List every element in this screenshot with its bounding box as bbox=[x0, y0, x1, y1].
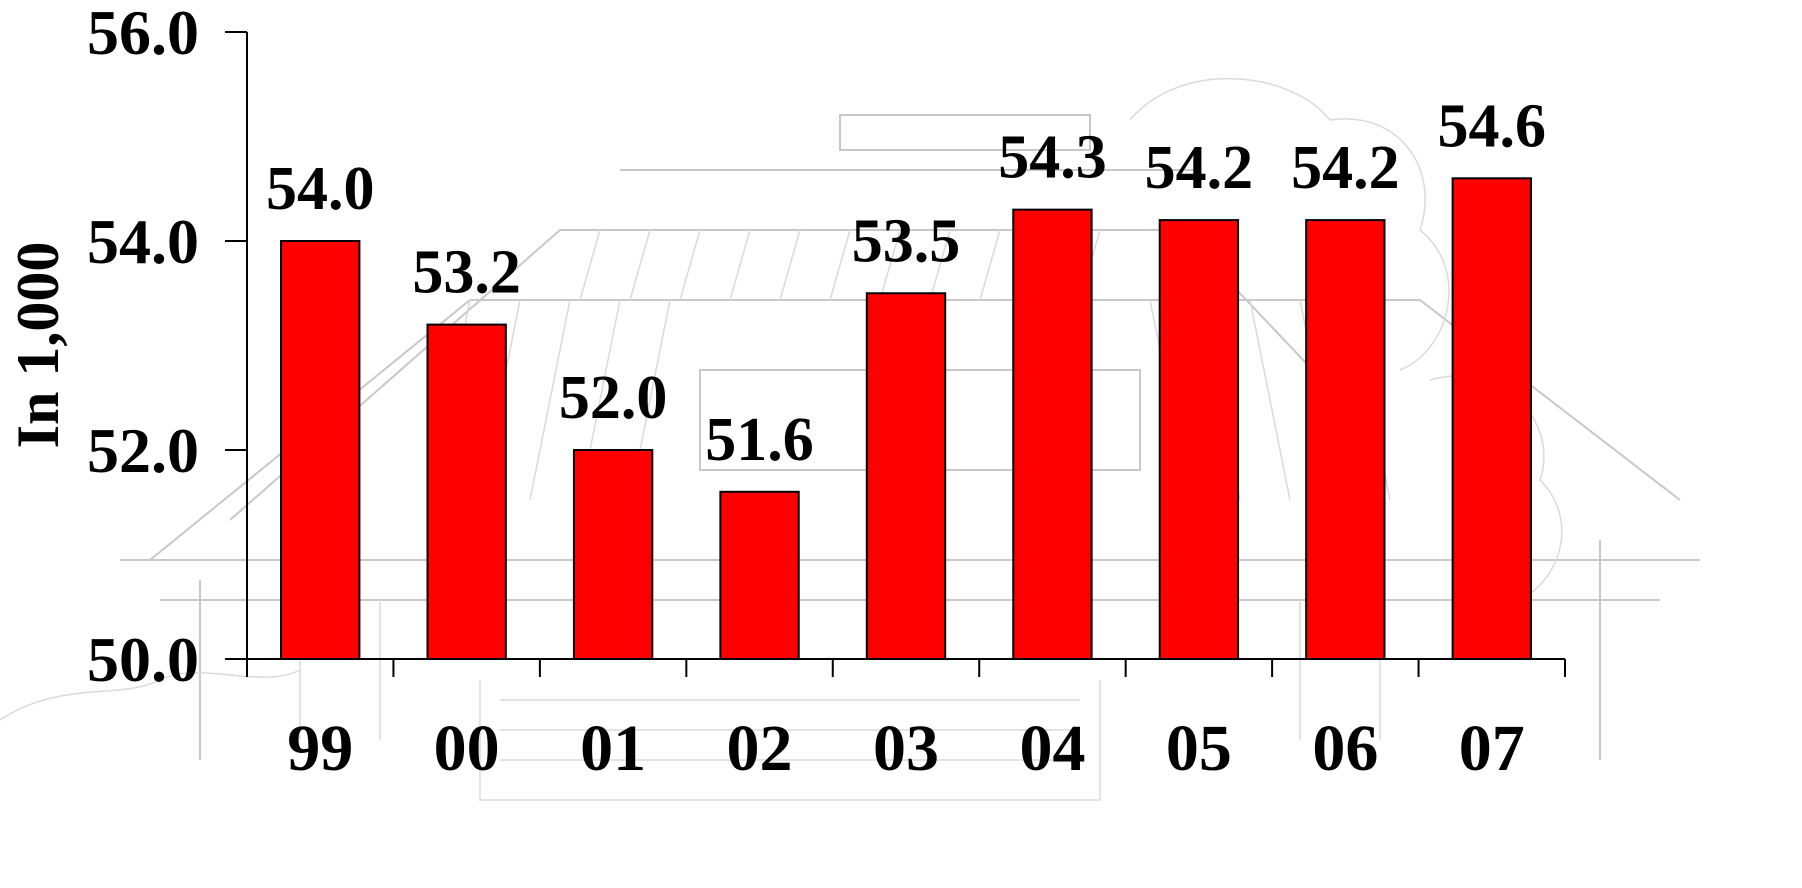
y-tick-label: 52.0 bbox=[87, 415, 199, 486]
data-labels: 54.0 53.2 52.0 51.6 53.5 54.3 54.2 54.2 54.6 bbox=[266, 92, 1547, 474]
data-label-00: 53.2 bbox=[412, 239, 521, 307]
data-label-06: 54.2 bbox=[1291, 134, 1400, 202]
bars bbox=[280, 177, 1532, 661]
bar-04 bbox=[1012, 208, 1093, 660]
bar-02 bbox=[719, 490, 800, 660]
y-axis-ticks: 50.0 52.0 54.0 56.0 bbox=[87, 0, 247, 695]
category-label-07: 07 bbox=[1459, 712, 1525, 785]
bar-03 bbox=[865, 292, 947, 660]
category-label-99: 99 bbox=[287, 712, 353, 785]
category-label-00: 00 bbox=[434, 712, 500, 785]
category-label-04: 04 bbox=[1019, 712, 1085, 785]
bar-05 bbox=[1158, 219, 1240, 660]
y-tick-label: 50.0 bbox=[87, 624, 199, 695]
bar-99 bbox=[280, 240, 361, 660]
y-axis-title: In 1,000 bbox=[5, 242, 71, 449]
data-label-03: 53.5 bbox=[852, 207, 961, 275]
data-label-07: 54.6 bbox=[1438, 92, 1547, 160]
bar-01 bbox=[572, 449, 654, 660]
y-tick-label: 54.0 bbox=[87, 206, 199, 277]
building-sketch-background bbox=[0, 78, 1700, 801]
y-tick-label: 56.0 bbox=[87, 0, 199, 68]
bar-06 bbox=[1305, 219, 1386, 660]
bar-07 bbox=[1451, 177, 1532, 661]
data-label-99: 54.0 bbox=[266, 155, 375, 223]
bar-00 bbox=[426, 323, 507, 660]
category-label-02: 02 bbox=[727, 712, 793, 785]
category-label-05: 05 bbox=[1166, 712, 1232, 785]
category-label-06: 06 bbox=[1312, 712, 1378, 785]
data-label-05: 54.2 bbox=[1145, 134, 1254, 202]
data-label-01: 52.0 bbox=[559, 364, 668, 432]
x-axis-ticks bbox=[392, 659, 1566, 677]
category-labels: 99 00 01 02 03 04 05 06 07 bbox=[287, 712, 1525, 785]
data-label-02: 51.6 bbox=[705, 406, 814, 474]
category-label-03: 03 bbox=[873, 712, 939, 785]
data-label-04: 54.3 bbox=[998, 124, 1107, 192]
category-label-01: 01 bbox=[580, 712, 646, 785]
